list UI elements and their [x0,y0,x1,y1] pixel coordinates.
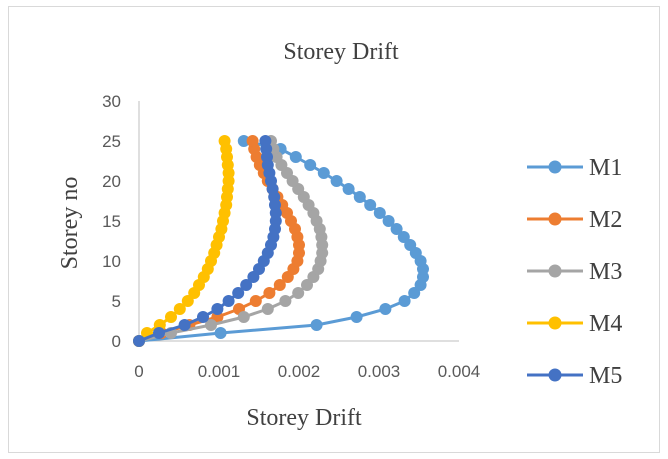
data-point [249,295,262,307]
x-axis-label: Storey Drift [246,405,362,431]
series-m3 [133,135,329,347]
data-point [173,303,186,315]
data-point [342,183,355,195]
y-tick-label: 0 [112,332,121,351]
data-point [153,327,165,339]
legend-swatch-marker [548,264,562,278]
data-point [304,159,317,171]
data-point [310,319,323,331]
x-tick-label: 0.003 [358,362,401,381]
y-axis-label: Storey no [57,177,83,270]
data-point [222,295,235,307]
y-tick-label: 20 [102,172,121,191]
axes: 0 0.001 0.002 0.003 0.004 0 5 10 15 20 25 30 [102,92,480,381]
legend-entry-m4: M4 [527,311,622,337]
legend-swatch-marker [548,212,562,226]
storey-drift-chart: Storey Drift Storey Drift Storey no 0 0.0… [57,39,622,431]
data-point [273,279,286,291]
legend-label: M3 [589,259,622,285]
data-point [178,319,191,331]
y-tick-label: 30 [102,92,121,111]
series-m4 [133,135,235,347]
data-point [350,311,363,323]
legend-swatch-marker [548,160,562,174]
data-point [317,167,330,179]
data-point [214,327,227,339]
chart-title: Storey Drift [283,39,399,65]
legend-swatch-marker [548,316,562,330]
data-point [232,287,245,299]
data-point [237,135,250,147]
x-tick-label: 0.002 [278,362,321,381]
y-tick-label: 15 [102,212,121,231]
data-point [211,303,224,315]
series-m5 [133,135,282,347]
chart-area: Storey Drift Storey Drift Storey no 0 0.0… [8,6,660,453]
legend-label: M4 [589,311,622,337]
data-point [133,335,145,347]
data-point [364,199,377,211]
data-point [373,207,386,219]
legend: M1 M2 M3 M4 M5 [527,155,622,389]
legend-entry-m3: M3 [527,259,622,285]
legend-label: M5 [589,363,622,389]
data-point [404,239,417,251]
x-tick-label: 0.004 [438,362,481,381]
data-point [240,279,253,291]
data-point [259,135,272,147]
series-line-m5 [138,140,278,343]
data-point [205,319,217,331]
data-point [181,295,194,307]
data-point [165,311,177,323]
data-point [218,135,231,147]
data-point [246,135,259,147]
data-point [408,287,421,299]
data-point [263,287,276,299]
data-point [237,311,250,323]
data-point [390,223,403,235]
data-point [330,175,343,187]
series-layer [133,135,429,347]
legend-swatch-marker [548,368,562,382]
y-tick-label: 5 [112,292,121,311]
y-tick-label: 25 [102,132,121,151]
data-point [289,151,302,163]
data-point [279,295,292,307]
legend-entry-m1: M1 [527,155,622,181]
data-point [379,303,392,315]
data-point [382,215,395,227]
data-point [261,303,274,315]
legend-label: M2 [589,207,622,233]
data-point [397,231,410,243]
data-point [398,295,411,307]
legend-entry-m5: M5 [527,363,622,389]
y-tick-label: 10 [102,252,121,271]
data-point [292,287,305,299]
data-point [197,311,209,323]
x-tick-label: 0 [134,362,143,381]
data-point [353,191,366,203]
legend-entry-m2: M2 [527,207,622,233]
data-point [301,279,313,291]
legend-label: M1 [589,155,622,181]
x-tick-label: 0.001 [198,362,241,381]
